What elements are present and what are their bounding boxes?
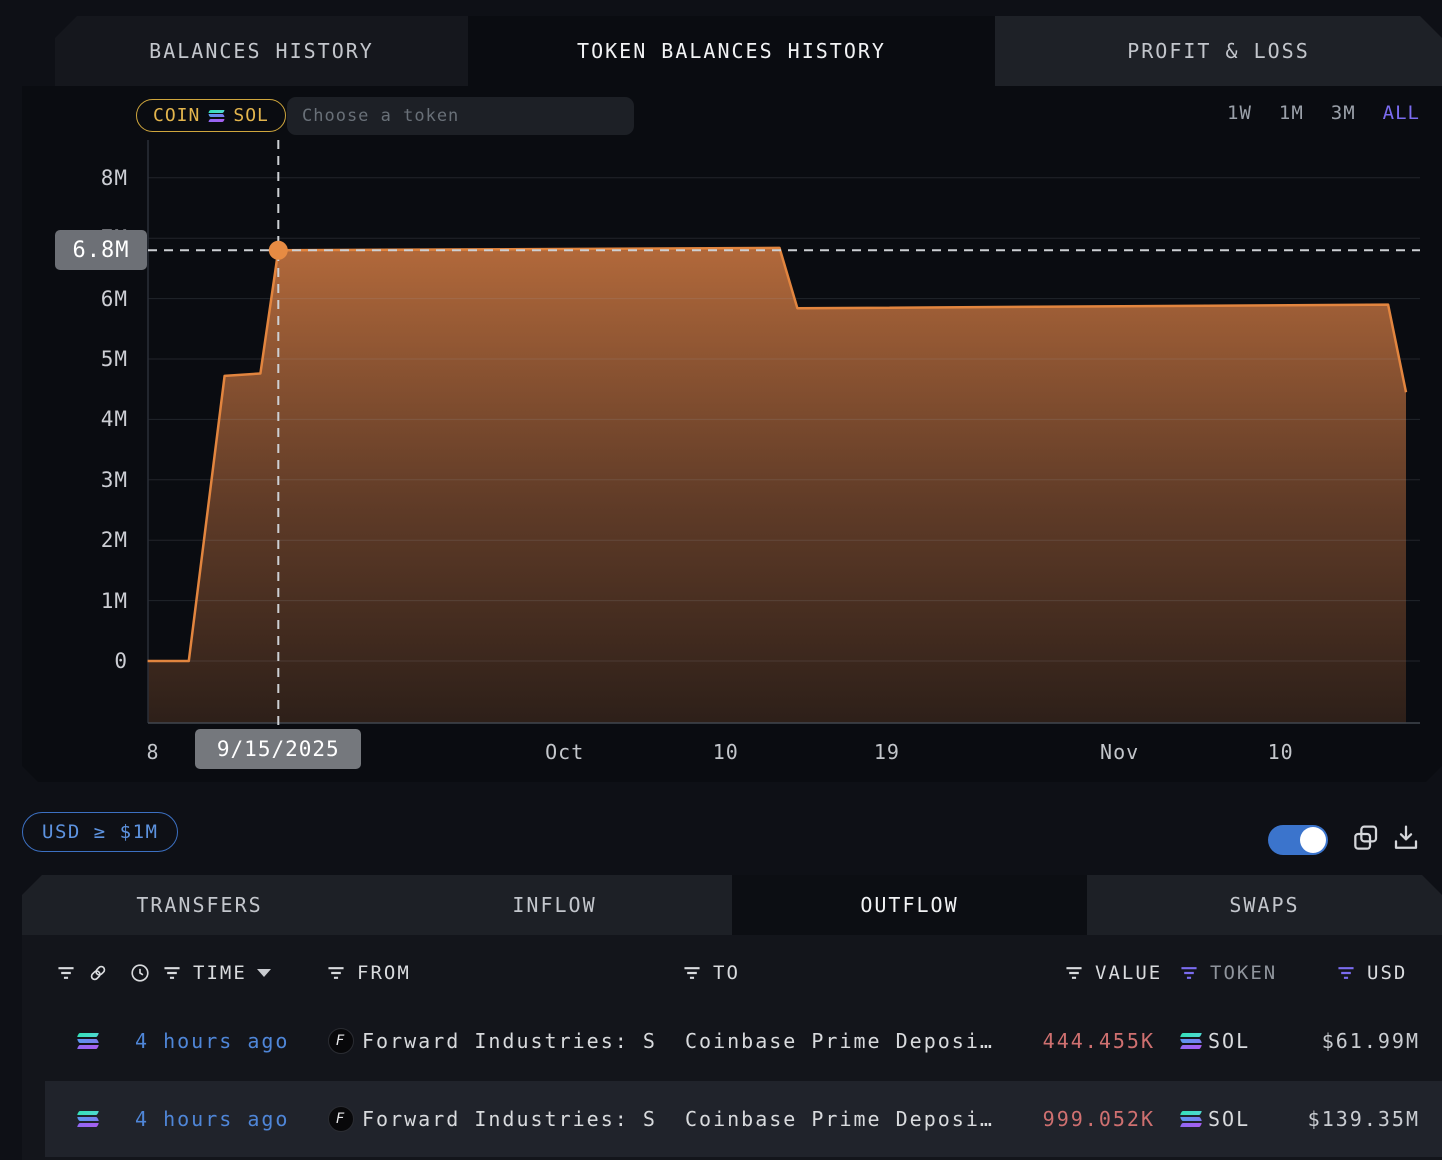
solana-icon — [209, 110, 224, 122]
solana-chain-icon — [78, 1111, 98, 1127]
range-1w[interactable]: 1W — [1227, 102, 1252, 124]
usd-min-filter-chip[interactable]: USD ≥ $1M — [22, 812, 179, 852]
tab-balances-history[interactable]: BALANCES HISTORY — [55, 16, 468, 86]
column-header-from[interactable]: FROM — [325, 945, 411, 1000]
filter-icon — [55, 962, 77, 984]
filter-icon — [325, 962, 347, 984]
tx-usd: $139.35M — [1307, 1107, 1420, 1131]
crosshair-date-tooltip: 9/15/2025 — [195, 729, 361, 769]
tab-inflow[interactable]: INFLOW — [377, 875, 732, 935]
filter-icon — [161, 962, 183, 984]
x-tick-label: Nov — [1100, 740, 1140, 764]
tab-profit-and-loss[interactable]: PROFIT & LOSS — [995, 16, 1442, 86]
y-tick-label: 1M — [100, 588, 128, 613]
toggle-knob — [1300, 827, 1326, 853]
download-icon[interactable] — [1390, 822, 1422, 854]
chart-panel: COIN SOL 1W 1M 3M ALL 01M2M3M4M5M6M7M8M … — [22, 86, 1442, 782]
link-icon — [87, 962, 109, 984]
forward-industries-icon: F — [328, 1106, 354, 1132]
tab-transfers[interactable]: TRANSFERS — [22, 875, 377, 935]
x-tick-label: 10 — [712, 740, 739, 764]
time-header-label: TIME — [193, 961, 247, 984]
y-tick-label: 5M — [100, 347, 128, 371]
column-header-value[interactable]: VALUE — [1063, 945, 1162, 1000]
column-header-token[interactable]: TOKEN — [1178, 945, 1277, 1000]
filter-icon — [681, 962, 703, 984]
x-tick-label: 19 — [873, 740, 900, 764]
x-tick-label: 10 — [1267, 740, 1294, 764]
filter-toggle[interactable] — [1268, 825, 1328, 855]
y-tick-label: 0 — [114, 649, 128, 673]
token-search-input[interactable] — [287, 97, 634, 135]
tab-outflow[interactable]: OUTFLOW — [732, 875, 1087, 935]
solana-token-icon — [1181, 1033, 1201, 1049]
x-axis-labels: 8 Oct 10 19 Nov 10 — [22, 732, 1442, 772]
tab-swaps[interactable]: SWAPS — [1087, 875, 1442, 935]
x-tick-label: Oct — [545, 740, 585, 764]
tx-value: 999.052K — [1042, 1107, 1155, 1131]
chevron-down-icon — [257, 969, 271, 977]
x-tick-label: 8 — [146, 740, 160, 764]
filter-icon-active — [1335, 962, 1357, 984]
from-header-label: FROM — [357, 961, 411, 984]
tx-token: SOL — [1208, 1029, 1251, 1053]
tx-to[interactable]: Coinbase Prime Deposi… — [685, 1029, 994, 1053]
column-header-usd[interactable]: USD — [1335, 945, 1407, 1000]
range-3m[interactable]: 3M — [1330, 102, 1356, 124]
column-filter-global[interactable] — [55, 945, 109, 1000]
y-tick-label: 8M — [100, 165, 128, 190]
tx-usd: $61.99M — [1321, 1029, 1420, 1053]
tx-token: SOL — [1208, 1107, 1251, 1131]
y-tick-label: 4M — [100, 407, 128, 432]
balance-area-chart[interactable] — [22, 140, 1442, 782]
transfers-panel: TRANSFERS INFLOW OUTFLOW SWAPS TIME FROM… — [22, 875, 1442, 1160]
coin-filter-chip[interactable]: COIN SOL — [136, 99, 286, 132]
forward-industries-icon: F — [328, 1028, 354, 1054]
token-header-label: TOKEN — [1210, 961, 1278, 984]
y-tick-label: 3M — [100, 467, 128, 492]
to-header-label: TO — [713, 961, 740, 984]
tx-from[interactable]: Forward Industries: S — [362, 1107, 657, 1131]
time-range-selector: 1W 1M 3M ALL — [1227, 102, 1420, 124]
tx-value: 444.455K — [1042, 1029, 1155, 1053]
range-all[interactable]: ALL — [1382, 102, 1420, 124]
table-row[interactable]: 4 hours ago F Forward Industries: S Coin… — [22, 1081, 1442, 1157]
y-tick-label: 6M — [100, 286, 128, 311]
tab-token-balances-history[interactable]: TOKEN BALANCES HISTORY — [468, 16, 995, 86]
value-header-label: VALUE — [1095, 961, 1163, 984]
filter-icon — [1063, 962, 1085, 984]
usd-header-label: USD — [1367, 961, 1408, 984]
tx-time-link[interactable]: 4 hours ago — [135, 1029, 290, 1053]
filter-icon-active — [1178, 962, 1200, 984]
table-row[interactable]: 4 hours ago F Forward Industries: S Coin… — [22, 1003, 1442, 1079]
clock-icon — [129, 962, 151, 984]
coin-chip-label: COIN — [153, 105, 201, 126]
tx-time-link[interactable]: 4 hours ago — [135, 1107, 290, 1131]
range-1m[interactable]: 1M — [1278, 102, 1304, 124]
coin-chip-token: SOL — [233, 105, 269, 126]
solana-chain-icon — [78, 1033, 98, 1049]
y-tick-label: 2M — [100, 528, 128, 553]
tx-to[interactable]: Coinbase Prime Deposi… — [685, 1107, 994, 1131]
solana-token-icon — [1181, 1111, 1201, 1127]
crosshair-value-tooltip: 6.8M — [55, 230, 147, 270]
column-header-time[interactable]: TIME — [129, 945, 271, 1000]
tx-from[interactable]: Forward Industries: S — [362, 1029, 657, 1053]
copy-icon[interactable] — [1350, 822, 1382, 854]
column-header-to[interactable]: TO — [681, 945, 740, 1000]
